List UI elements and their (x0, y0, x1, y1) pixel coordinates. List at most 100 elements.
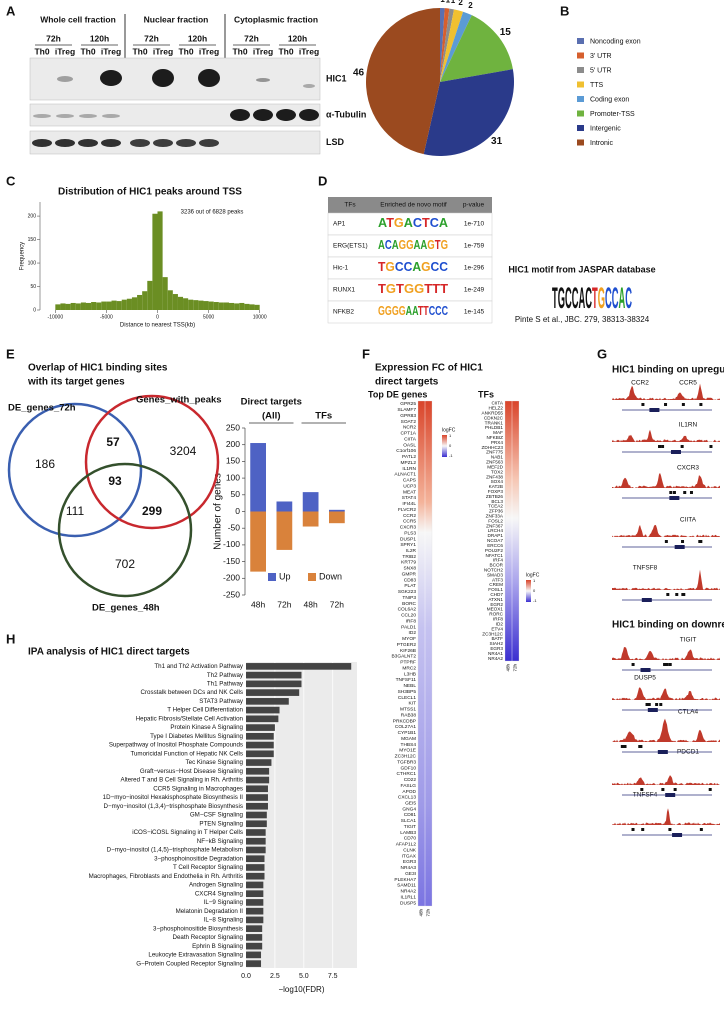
histogram-bar (55, 304, 61, 310)
legend-gradient (442, 435, 447, 457)
pie-slice (440, 8, 445, 82)
exon (640, 668, 651, 672)
histogram-bar (183, 298, 189, 310)
x-axis-label: Distance to nearest TSS(kb) (120, 323, 195, 329)
y-tick-label: IL−8 Signaling (204, 917, 244, 924)
bar (246, 680, 302, 688)
x-tick-label: 72h (277, 599, 291, 609)
panel-letter: H (6, 631, 15, 646)
histogram-bar (157, 211, 163, 310)
gene-label: SIAH2 (490, 641, 504, 646)
bar (246, 942, 263, 950)
tf-cell: ERG(ETS1) (333, 243, 368, 250)
fraction-label: Whole cell fraction (40, 14, 116, 24)
y-tick-label: 100 (28, 260, 37, 266)
gene-label: CXCL13 (398, 795, 416, 801)
peak-call (655, 703, 659, 706)
pie-slice (423, 69, 514, 156)
table-header-cell: TFs (344, 202, 356, 209)
gene-label: CXCR3 (400, 525, 417, 531)
motif-letter: C (430, 215, 440, 230)
pie-slice (366, 8, 440, 155)
y-tick-label: 200 (28, 213, 37, 219)
legend-swatch (268, 573, 276, 581)
peak-call (647, 703, 651, 706)
jaspar-logo: TGCCACTGCCAC (552, 282, 632, 315)
gene-label: ZNF438 (486, 474, 503, 479)
time-label: 120h (90, 33, 109, 43)
gene-label: CIITA (491, 401, 503, 406)
motif-letter: A (412, 259, 421, 274)
slice-label: 1 (446, 0, 451, 4)
peak-call (661, 445, 665, 448)
column-title: Top DE genes (368, 389, 427, 399)
bar (276, 501, 293, 512)
gene-label: ZNF367 (486, 523, 503, 528)
legend-label: Coding exon (590, 96, 629, 103)
group-label: TFs (315, 411, 332, 422)
motif-letter: A (439, 215, 449, 230)
gene-label: MGAM (401, 736, 416, 742)
fraction-label: Nuclear fraction (144, 14, 209, 24)
protein-label: α-Tubulin (326, 109, 366, 119)
motif-letter: G (441, 237, 448, 252)
motif-logo: ACAGGAAGTG (378, 237, 448, 252)
gene-label: CCL20 (401, 613, 416, 619)
gene-label: ZNF33A (486, 514, 504, 519)
y-tick-label: 50 (30, 284, 36, 290)
panel-title: HIC1 binding on downregulated genes (612, 620, 724, 631)
bar (246, 715, 279, 723)
y-tick-label: Death Receptor Signaling (172, 934, 243, 941)
bar (329, 509, 345, 512)
sample-label: 48h (506, 664, 511, 672)
gene-label: ANKRD55 (482, 410, 504, 415)
motif-letter: T (592, 282, 598, 315)
venn-set-label: DE_genes_48h (92, 603, 160, 614)
gene-name: CTLA4 (678, 709, 699, 716)
y-tick-label: D−myo−inositol (1,3,4)−trisphosphate Bio… (104, 803, 243, 810)
gene-label: OASL (403, 442, 416, 448)
gene-label: CTHRC1 (397, 771, 417, 777)
histogram-bar (172, 294, 178, 310)
y-tick-label: -150 (223, 556, 240, 566)
gene-label: NFKBIZ (486, 435, 503, 440)
gene-label: MTSS1 (400, 707, 416, 713)
bar (246, 750, 274, 758)
gene-label: ERCC6 (487, 543, 503, 548)
blot-band (130, 139, 150, 147)
y-tick-label: 250 (226, 422, 240, 432)
peak-call (681, 593, 685, 596)
motif-letter: C (395, 259, 404, 274)
lane-label: Th0 (80, 46, 95, 56)
peak-call (661, 788, 665, 791)
slice-label: 2 (458, 0, 463, 7)
gene-label: MRC2 (402, 665, 416, 671)
x-tick-label: -10000 (48, 314, 64, 320)
y-tick-label: -200 (223, 573, 240, 583)
legend-tick: 1 (533, 578, 536, 583)
gene-label: DUSP5 (400, 900, 416, 906)
venn-count: 93 (108, 474, 122, 488)
motif-letter: G (598, 282, 605, 315)
motif-letter: A (406, 303, 413, 318)
motif-letter: G (414, 281, 424, 296)
motif-letter: C (612, 282, 619, 315)
histogram-bar (126, 298, 132, 310)
histogram-bar (208, 301, 214, 310)
gene-name: CIITA (680, 517, 697, 524)
blot-band (100, 70, 122, 86)
table-header (328, 197, 492, 213)
motif-logo: TGCCAGCC (378, 259, 449, 274)
gene-label: NR4A1 (488, 651, 503, 656)
gene-label: MYO1E (399, 748, 416, 754)
y-tick-label: Leukocyte Extravasation Signaling (148, 952, 243, 959)
gene-label: TNFSF11 (396, 677, 417, 683)
x-tick-label: 10000 (253, 314, 267, 320)
legend-tick: 0 (449, 443, 452, 448)
panel-letter: D (318, 173, 327, 188)
histogram-bar (229, 302, 235, 310)
gene-label: TIGIT (404, 824, 416, 830)
bar (246, 820, 267, 828)
venn-circle (7, 402, 143, 538)
legend-title: logFC (526, 572, 540, 578)
